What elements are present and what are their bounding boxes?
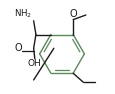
Text: O: O [14,43,22,53]
Text: NH$_2$: NH$_2$ [14,7,32,20]
Text: O: O [69,9,76,19]
Text: OH: OH [28,59,41,68]
